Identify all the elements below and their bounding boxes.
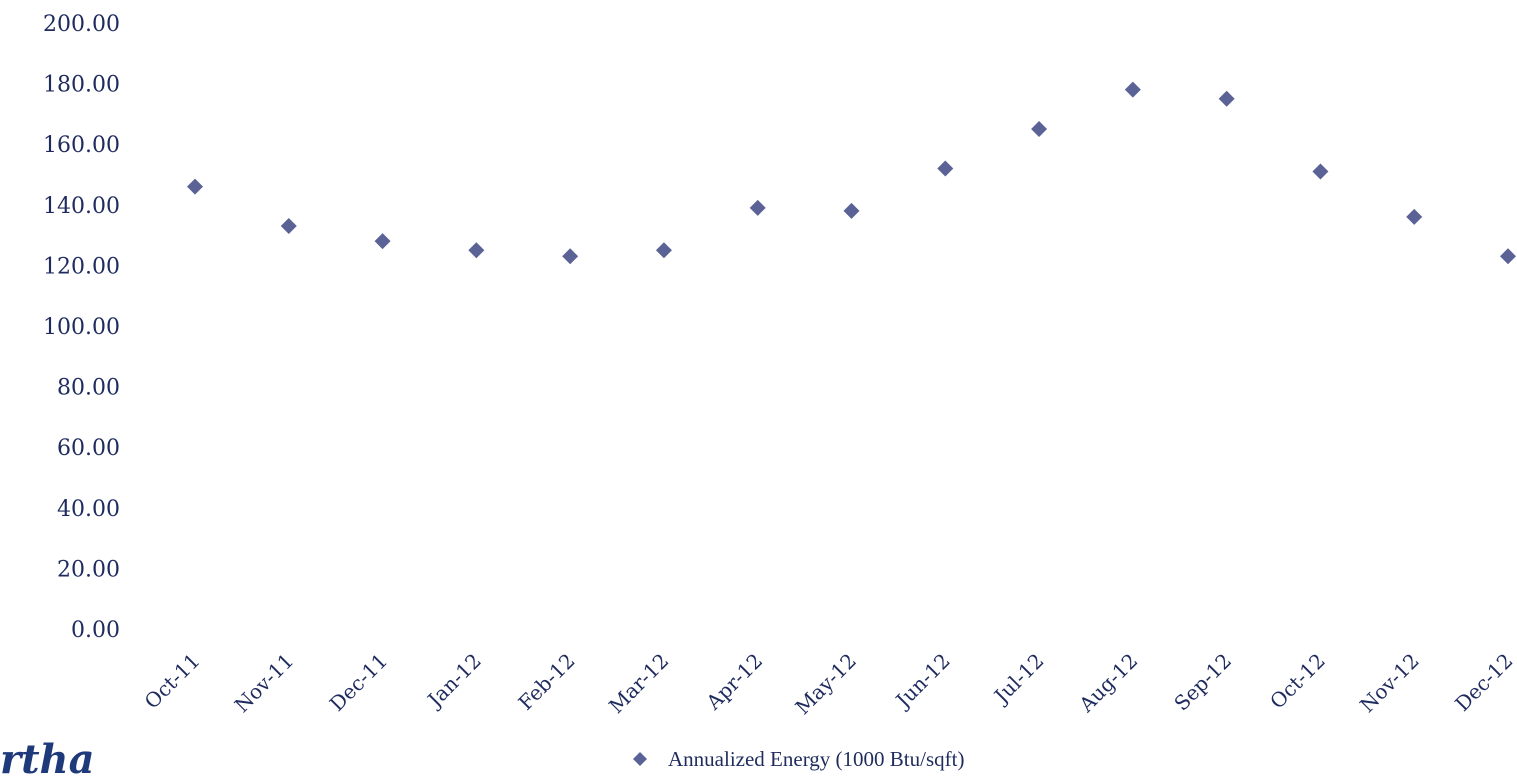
y-tick-label: 40.00 [57, 497, 120, 522]
x-tick-label: Nov-12 [1355, 649, 1424, 718]
y-axis-tick-labels: 0.00 20.00 40.00 60.00 80.00 100.00 120.00 140.… [43, 12, 120, 643]
data-point [749, 199, 766, 216]
data-point [374, 233, 391, 250]
y-tick-label: 20.00 [57, 557, 120, 582]
data-point [1031, 121, 1048, 138]
data-point [1312, 163, 1329, 180]
x-tick-label: Jul-12 [988, 649, 1048, 709]
x-tick-label: Sep-12 [1169, 649, 1236, 716]
x-tick-label: Oct-11 [140, 649, 205, 714]
legend-label: Annualized Energy (1000 Btu/sqft) [668, 747, 964, 771]
x-tick-label: May-12 [790, 649, 861, 720]
y-tick-label: 80.00 [57, 376, 120, 401]
y-tick-label: 160.00 [43, 133, 120, 158]
data-point [655, 242, 672, 259]
data-point [1124, 81, 1141, 98]
x-tick-label: Jun-12 [890, 649, 955, 714]
x-tick-label: Dec-12 [1450, 649, 1517, 716]
y-tick-label: 120.00 [43, 254, 120, 279]
y-tick-label: 0.00 [71, 618, 120, 643]
data-point [843, 202, 860, 219]
x-tick-label: Mar-12 [604, 649, 673, 718]
x-tick-label: Feb-12 [513, 649, 579, 715]
x-tick-label: Jan-12 [422, 649, 486, 713]
data-point [1218, 90, 1235, 107]
data-point [187, 178, 203, 195]
logo-text: rtha [0, 736, 95, 779]
data-point [937, 160, 954, 177]
x-tick-label: Aug-12 [1074, 649, 1143, 718]
series-points [187, 81, 1516, 265]
data-point [280, 218, 297, 235]
data-point [1500, 248, 1516, 265]
x-tick-label: Oct-12 [1265, 649, 1330, 714]
data-point [562, 248, 579, 265]
y-tick-label: 60.00 [57, 436, 120, 461]
y-tick-label: 180.00 [43, 73, 120, 98]
y-tick-label: 100.00 [43, 315, 120, 340]
data-point [1406, 208, 1423, 225]
y-tick-label: 200.00 [43, 12, 120, 37]
x-tick-label: Nov-11 [230, 649, 299, 718]
legend: Annualized Energy (1000 Btu/sqft) [633, 747, 964, 771]
x-axis-tick-labels: Oct-11 Nov-11 Dec-11 Jan-12 Feb-12 Mar-12 Apr-… [140, 649, 1517, 720]
y-tick-label: 140.00 [43, 194, 120, 219]
x-tick-label: Apr-12 [701, 649, 767, 715]
legend-marker-diamond-icon [633, 752, 647, 766]
data-point [468, 242, 485, 259]
x-tick-label: Dec-11 [325, 649, 392, 716]
